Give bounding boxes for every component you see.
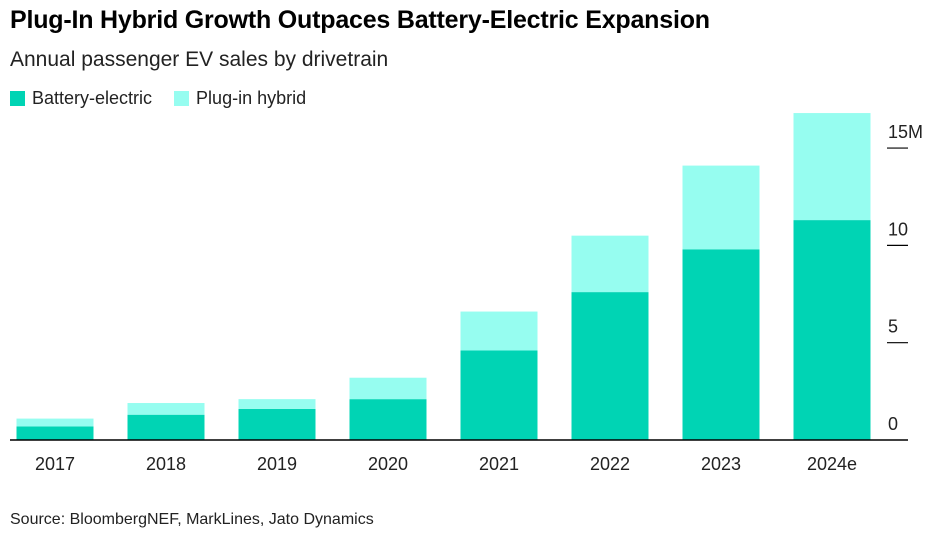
bar-plug-in-hybrid-2023	[682, 165, 760, 250]
legend-swatch-battery-electric	[10, 91, 25, 106]
y-tick-label-10: 10	[888, 219, 908, 239]
bar-battery-electric-2019	[238, 408, 316, 440]
bar-plug-in-hybrid-2024e	[793, 113, 871, 221]
legend: Battery-electric Plug-in hybrid	[10, 88, 328, 109]
bar-plug-in-hybrid-2018	[127, 403, 205, 415]
chart-title: Plug-In Hybrid Growth Outpaces Battery-E…	[10, 6, 710, 34]
stacked-bar-chart: 2017 2018 2019 2020 2021 2022 2023 2024e 0 5 10 15M	[10, 113, 923, 474]
x-tick-label-2020: 2020	[368, 454, 408, 474]
bar-battery-electric-2020	[349, 399, 427, 440]
x-tick-label-2019: 2019	[257, 454, 297, 474]
bar-plug-in-hybrid-2020	[349, 377, 427, 400]
y-tick-label-0: 0	[888, 414, 898, 434]
legend-swatch-plug-in-hybrid	[174, 91, 190, 106]
legend-label-battery-electric: Battery-electric	[32, 88, 153, 108]
bar-battery-electric-2017	[16, 426, 94, 440]
bar-battery-electric-2024e	[793, 220, 871, 440]
bar-battery-electric-2018	[127, 414, 205, 440]
source-note: Source: BloombergNEF, MarkLines, Jato Dy…	[10, 511, 374, 528]
chart-subtitle: Annual passenger EV sales by drivetrain	[10, 48, 389, 71]
x-tick-label-2018: 2018	[146, 454, 186, 474]
bar-plug-in-hybrid-2017	[16, 418, 94, 427]
x-tick-label-2017: 2017	[35, 454, 75, 474]
legend-item-plug-in-hybrid: Plug-in hybrid	[174, 88, 306, 109]
bar-battery-electric-2022	[571, 292, 649, 440]
legend-label-plug-in-hybrid: Plug-in hybrid	[196, 88, 307, 108]
x-tick-label-2024e: 2024e	[807, 454, 857, 474]
y-tick-label-5: 5	[888, 317, 898, 337]
y-tick-label-15: 15M	[888, 122, 923, 142]
bar-plug-in-hybrid-2022	[571, 235, 649, 293]
x-tick-label-2023: 2023	[701, 454, 741, 474]
bar-plug-in-hybrid-2019	[238, 399, 316, 409]
bar-battery-electric-2021	[460, 350, 538, 440]
legend-item-battery-electric: Battery-electric	[10, 88, 152, 109]
x-tick-label-2021: 2021	[479, 454, 519, 474]
bar-battery-electric-2023	[682, 249, 760, 440]
x-tick-label-2022: 2022	[590, 454, 630, 474]
bar-plug-in-hybrid-2021	[460, 311, 538, 351]
